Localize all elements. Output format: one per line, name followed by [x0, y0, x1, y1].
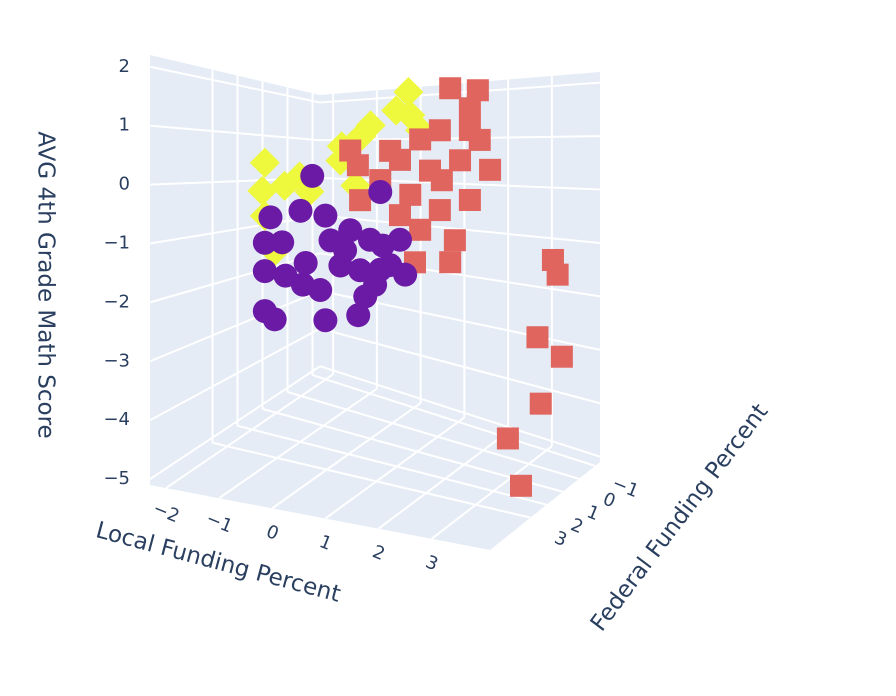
y-grid-line	[212, 441, 531, 519]
x-tick-label: 2	[369, 541, 387, 565]
point	[313, 203, 338, 228]
y-grid-line	[312, 374, 596, 467]
point	[510, 474, 533, 497]
point	[529, 392, 552, 415]
y-tick-label: 3	[551, 527, 569, 551]
point	[399, 183, 422, 206]
point	[496, 427, 519, 450]
point	[252, 230, 277, 255]
x-grid-line	[324, 416, 465, 520]
z-tick-label: 2	[119, 56, 130, 77]
x-tick-label: 3	[423, 551, 441, 575]
point	[252, 259, 277, 284]
point	[526, 326, 549, 349]
point	[439, 251, 462, 274]
point	[270, 230, 295, 255]
y-tick-label: 2	[568, 514, 586, 538]
point	[368, 179, 393, 204]
y-axis-title: Federal Funding Percent	[586, 399, 774, 636]
point	[458, 97, 481, 120]
point	[363, 272, 388, 297]
z-grid-line	[149, 327, 321, 422]
z-tick-label: −4	[103, 409, 130, 430]
x-grid-line	[271, 402, 422, 510]
point	[300, 163, 325, 188]
point	[379, 139, 402, 162]
point	[550, 345, 573, 368]
z-tick-label: 0	[119, 174, 130, 195]
point	[355, 110, 386, 141]
x-grid-line	[218, 387, 378, 500]
z-tick-label: −5	[103, 468, 130, 489]
point	[308, 278, 333, 303]
point	[428, 119, 451, 142]
point	[419, 159, 442, 182]
point	[378, 253, 403, 278]
z-tick-label: −3	[103, 350, 130, 371]
y-tick-label: 1	[584, 501, 602, 525]
point	[346, 154, 369, 177]
z-grid-line	[319, 327, 601, 405]
z-tick-label: −1	[103, 232, 130, 253]
point	[458, 189, 481, 212]
point	[546, 263, 569, 286]
point	[348, 258, 373, 283]
point	[346, 303, 371, 328]
x-grid-line	[377, 431, 509, 530]
point	[393, 76, 424, 107]
point	[262, 307, 287, 332]
point	[443, 229, 466, 252]
point	[439, 77, 462, 100]
point	[409, 218, 432, 241]
point	[249, 147, 280, 178]
z-grid-line	[149, 252, 321, 304]
point	[449, 149, 472, 172]
point	[458, 119, 481, 142]
x-tick-label: 0	[263, 521, 281, 545]
y-grid-line	[287, 391, 580, 480]
x-grid-line	[165, 373, 334, 489]
z-grid-line	[149, 214, 321, 245]
x-grid-line	[430, 445, 553, 540]
z-grid-line	[319, 365, 601, 458]
x-tick-label: 1	[316, 531, 334, 555]
z-tick-label: 1	[119, 115, 130, 136]
point	[349, 189, 372, 212]
point	[293, 251, 318, 276]
point	[258, 205, 283, 230]
y-tick-label: 0	[600, 488, 618, 512]
z-grid-line	[149, 65, 321, 104]
x-tick-label: −1	[203, 508, 235, 537]
point	[466, 79, 489, 102]
point	[328, 253, 353, 278]
point	[387, 227, 412, 252]
z-grid-line	[149, 124, 321, 142]
point	[288, 198, 313, 223]
point	[338, 218, 363, 243]
point	[479, 158, 502, 181]
point	[409, 128, 432, 151]
x-tick-label: −2	[150, 498, 182, 527]
z-grid-line	[149, 289, 321, 363]
point	[395, 100, 426, 131]
z-axis-title: AVG 4th Grade Math Score	[33, 131, 59, 438]
point	[247, 175, 278, 206]
y-grid-line	[237, 424, 547, 506]
point	[428, 199, 451, 222]
z-grid-line	[149, 365, 321, 480]
point	[388, 204, 411, 227]
point	[313, 308, 338, 333]
z-tick-label: −2	[103, 291, 130, 312]
z-grid-line	[319, 176, 601, 191]
point	[318, 228, 343, 253]
